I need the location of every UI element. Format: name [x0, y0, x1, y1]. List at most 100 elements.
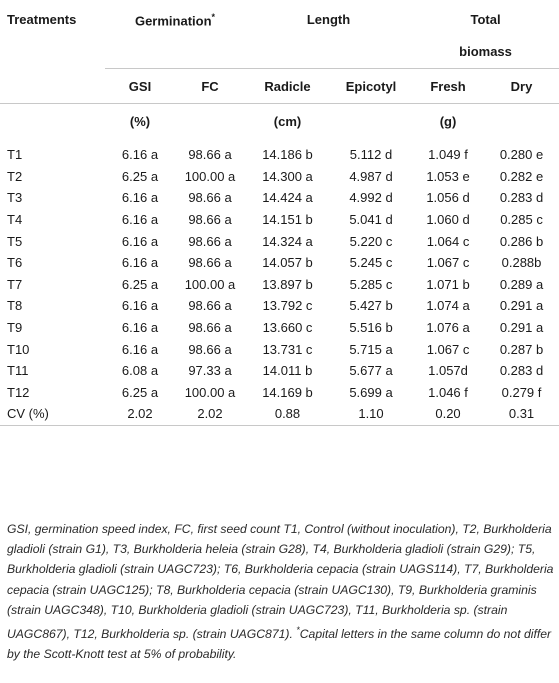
table-cell: 5.677 a	[349, 363, 393, 379]
col-fc: FC	[201, 78, 219, 94]
row-label: T3	[7, 190, 23, 206]
table-row: T2 6.25 a 100.00 a 14.300 a 4.987 d 1.053 e 0.…	[0, 166, 559, 188]
table-cell: 1.049 f	[428, 147, 468, 163]
table-cell: 13.897 b	[262, 276, 313, 292]
note-text: GSI, germination speed index, FC, first …	[7, 522, 554, 642]
table-cell: 5.516 b	[349, 320, 393, 336]
table-cell: 14.169 b	[262, 384, 313, 400]
table-cell: 98.66 a	[188, 341, 232, 357]
table-cell: 0.289 a	[499, 276, 544, 292]
table-cell: 6.16 a	[121, 298, 159, 314]
table-cell: 98.66 a	[188, 320, 232, 336]
row-label: T5	[7, 233, 23, 249]
table-cell: 1.053 e	[426, 168, 470, 184]
table-cell: 14.011 b	[262, 363, 313, 379]
table-cell: 14.324 a	[262, 233, 313, 249]
header-treatments: Treatments	[7, 12, 77, 27]
table-cell: 98.66 a	[188, 298, 232, 314]
table-cell: 100.00 a	[184, 384, 236, 400]
table-cell: 6.16 a	[121, 147, 159, 163]
row-label: T9	[7, 320, 23, 336]
table-cell: 98.66 a	[188, 233, 232, 249]
table-cell: 6.16 a	[121, 341, 159, 357]
table-cell: 13.792 c	[262, 298, 313, 314]
table-cell: 97.33 a	[188, 363, 232, 379]
table-cell: 0.20	[412, 403, 485, 426]
table-cell: 1.057d	[428, 363, 468, 379]
header-total-biomass-1: Total	[470, 12, 501, 27]
header-germination-mark: *	[211, 12, 216, 22]
table-cell: 2.02	[175, 403, 245, 426]
row-label: CV (%)	[0, 403, 105, 426]
table-cell: 1.10	[330, 403, 413, 426]
note-mark: *	[296, 625, 300, 636]
table-cell: 1.046 f	[428, 384, 468, 400]
table-cell: 6.16 a	[121, 320, 159, 336]
table-cell: 5.112 d	[349, 147, 393, 163]
unit-dry	[484, 103, 559, 138]
row-label: T10	[7, 341, 30, 357]
table-body: T1 6.16 a 98.66 a 14.186 b 5.112 d 1.049 f 0.2…	[0, 138, 559, 426]
unit-fresh: (g)	[412, 103, 485, 138]
table-cell: 0.288b	[501, 255, 542, 271]
table-cell: 1.074 a	[426, 298, 470, 314]
table-cell: 5.427 b	[349, 298, 393, 314]
table-row: T9 6.16 a 98.66 a 13.660 c 5.516 b 1.076 a 0.2…	[0, 317, 559, 339]
table-cell: 5.285 c	[349, 276, 393, 292]
table-cell: 6.16 a	[121, 233, 159, 249]
table-cell: 0.283 d	[499, 190, 544, 206]
results-table: Treatments Germination* Length Total bio…	[0, 0, 559, 426]
table-row: T4 6.16 a 98.66 a 14.151 b 5.041 d 1.060 d 0.2…	[0, 209, 559, 231]
table-cell: 0.291 a	[499, 298, 544, 314]
table-cell: 5.041 d	[349, 212, 393, 228]
table-cell: 0.286 b	[499, 233, 544, 249]
table-cell: 6.16 a	[121, 255, 159, 271]
table-cell: 4.992 d	[349, 190, 393, 206]
unit-fc	[175, 103, 245, 138]
table-row: T6 6.16 a 98.66 a 14.057 b 5.245 c 1.067 c 0.2…	[0, 252, 559, 274]
table-cell: 98.66 a	[188, 147, 232, 163]
row-label: T1	[7, 147, 23, 163]
unit-epicotyl	[330, 103, 413, 138]
table-cell: 5.699 a	[349, 384, 393, 400]
table-cell: 2.02	[105, 403, 175, 426]
table-cell: 13.731 c	[262, 341, 313, 357]
table-cell: 0.279 f	[501, 384, 542, 400]
table-note: GSI, germination speed index, FC, first …	[7, 519, 555, 664]
row-label: T12	[7, 384, 30, 400]
table-row: T10 6.16 a 98.66 a 13.731 c 5.715 a 1.067 c 0.…	[0, 338, 559, 360]
table-cell: 6.25 a	[121, 168, 159, 184]
table-cell: 0.285 c	[500, 212, 543, 228]
col-radicle: Radicle	[264, 78, 311, 94]
table-cell: 98.66 a	[188, 190, 232, 206]
table-cell: 14.300 a	[262, 168, 313, 184]
table-row: T11 6.08 a 97.33 a 14.011 b 5.677 a 1.057d 0.2…	[0, 360, 559, 382]
table-cell: 0.31	[484, 403, 559, 426]
table-row: T5 6.16 a 98.66 a 14.324 a 5.220 c 1.064 c 0.2…	[0, 230, 559, 252]
unit-gsi: (%)	[105, 103, 175, 138]
table-cell: 98.66 a	[188, 212, 232, 228]
table-cell: 0.283 d	[499, 363, 544, 379]
table-cell: 6.25 a	[121, 384, 159, 400]
table-cell: 1.076 a	[426, 320, 470, 336]
table-cell: 100.00 a	[184, 168, 236, 184]
table-cell: 1.071 b	[426, 276, 470, 292]
table-cell: 13.660 c	[262, 320, 313, 336]
table-cell: 98.66 a	[188, 255, 232, 271]
header-germination: Germination*	[105, 0, 245, 44]
table-cell: 14.424 a	[262, 190, 313, 206]
table-cell: 6.16 a	[121, 212, 159, 228]
table-cell: 1.067 c	[426, 255, 470, 271]
table-row: T8 6.16 a 98.66 a 13.792 c 5.427 b 1.074 a 0.2…	[0, 295, 559, 317]
table-cell: 100.00 a	[184, 276, 236, 292]
header-germination-label: Germination	[134, 13, 212, 29]
table-cell: 1.056 d	[426, 190, 470, 206]
table-cell: 6.25 a	[121, 276, 159, 292]
row-label: T11	[7, 363, 29, 379]
table-cell: 4.987 d	[349, 168, 393, 184]
row-label: T6	[7, 255, 23, 271]
table-cell: 0.282 e	[499, 168, 544, 184]
table-cell: 0.88	[245, 403, 330, 426]
cv-row: CV (%) 2.02 2.02 0.88 1.10 0.20 0.31	[0, 403, 559, 426]
